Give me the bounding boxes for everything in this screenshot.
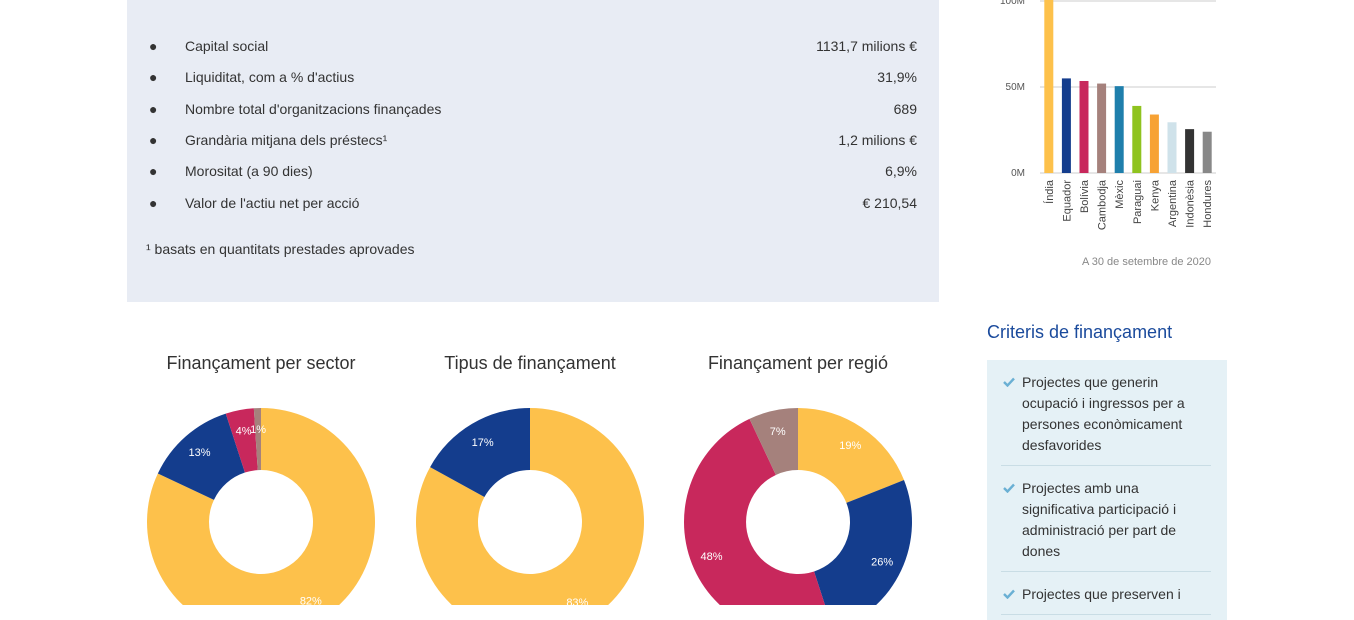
criteria-text: Projectes que preserven i <box>1022 586 1181 602</box>
x-tick-label: Indonèsia <box>1185 179 1197 228</box>
chart-title: Finançament per sector <box>166 353 355 373</box>
donut-slice <box>157 413 245 500</box>
stat-value: 689 <box>893 101 917 117</box>
footnote: ¹ basats en quantitats prestades aprovad… <box>146 241 415 257</box>
stat-value: 1131,7 milions € <box>816 38 917 54</box>
x-tick-label: Mèxic <box>1114 180 1126 209</box>
slice-label: 19% <box>839 440 861 452</box>
stat-label: Grandària mitjana dels préstecs¹ <box>185 132 388 148</box>
stat-row: ● Nombre total d'organitzacions finançade… <box>149 101 917 117</box>
donut-slice <box>814 480 912 605</box>
donut-slice <box>225 408 258 473</box>
stat-label: Valor de l'actiu net per acció <box>185 195 360 211</box>
x-tick-label: Kenya <box>1149 179 1161 211</box>
stat-row: ● Capital social 1131,7 milions € <box>149 38 917 54</box>
stat-row: ● Liquiditat, com a % d'actius 31,9% <box>149 69 917 85</box>
slice-label: 82% <box>300 596 322 605</box>
x-tick-label: Hondures <box>1202 180 1214 228</box>
criteria-box: Projectes que generin ocupació i ingress… <box>987 360 1227 620</box>
stat-row: ● Morositat (a 90 dies) 6,9% <box>149 163 917 179</box>
stat-value: 6,9% <box>885 163 917 179</box>
stat-row: ● Valor de l'actiu net per acció € 210,54 <box>149 195 918 211</box>
slice-label: 4% <box>236 426 252 438</box>
bar <box>1097 83 1107 173</box>
donut-slice <box>430 408 530 497</box>
donut-slice <box>147 408 375 605</box>
stat-value: 31,9% <box>877 69 917 85</box>
criteria-text: Projectes amb una significativa particip… <box>1022 480 1177 559</box>
stat-label: Morositat (a 90 dies) <box>185 163 313 179</box>
y-tick-label: 0M <box>1011 168 1025 179</box>
stat-row: ● Grandària mitjana dels préstecs¹ 1,2 mil… <box>149 132 917 148</box>
x-tick-label: Cambodja <box>1097 179 1109 230</box>
x-tick-label: Paraguai <box>1132 180 1144 224</box>
criteria-text: Projectes que generin ocupació i ingress… <box>1022 374 1185 453</box>
page: {"stats": {"items": [ {"label": "Capital… <box>127 0 1227 620</box>
chart-title: Finançament per regió <box>708 353 888 373</box>
x-tick-label: Índia <box>1043 179 1056 204</box>
donut-slice <box>798 408 904 503</box>
stat-value: 1,2 milions € <box>838 132 917 148</box>
donut-slice <box>253 407 261 471</box>
bar <box>1149 114 1159 173</box>
slice-label: 17% <box>472 437 494 449</box>
criteria-item: Projectes amb una significativa particip… <box>1001 466 1211 572</box>
criteria-title: Criteris de finançament <box>987 322 1173 342</box>
slice-label: 26% <box>871 557 893 569</box>
bar <box>1132 105 1142 173</box>
bar <box>1044 0 1054 174</box>
chart-note: A 30 de setembre de 2020 <box>1082 256 1211 268</box>
slice-label: 13% <box>188 447 210 459</box>
stats-panel: ● Capital social 1131,7 milions € ● Liquidi… <box>127 0 939 302</box>
stat-label: Nombre total d'organitzacions finançades <box>185 101 442 117</box>
bar <box>1202 131 1212 173</box>
donut-slice <box>749 408 798 475</box>
slice-label: 1% <box>250 424 266 436</box>
bar <box>1185 129 1195 173</box>
slice-label: 83% <box>566 597 588 605</box>
bar <box>1061 78 1071 173</box>
charts: 0M 50M 100M Índia Equador Bolívia Cambodja Mèxi… <box>147 0 1216 605</box>
criteria-item: Projectes que generin ocupació i ingress… <box>1001 360 1211 466</box>
donut-slice <box>684 418 825 605</box>
slice-label: 7% <box>770 426 786 438</box>
bar <box>1114 86 1124 173</box>
stat-label: Capital social <box>185 38 269 54</box>
slice-label: 48% <box>701 551 723 563</box>
bar <box>1167 122 1177 173</box>
bar <box>1079 80 1089 173</box>
x-tick-label: Equador <box>1061 180 1073 222</box>
x-tick-label: Argentina <box>1167 179 1179 227</box>
y-tick-label: 50M <box>1006 82 1025 93</box>
stat-label: Liquiditat, com a % d'actius <box>185 69 355 85</box>
stat-value: € 210,54 <box>862 195 918 211</box>
chart-title: Tipus de finançament <box>444 353 615 373</box>
y-tick-label: 100M <box>1000 0 1025 7</box>
x-tick-label: Bolívia <box>1079 179 1091 213</box>
donut-slice <box>416 408 644 605</box>
